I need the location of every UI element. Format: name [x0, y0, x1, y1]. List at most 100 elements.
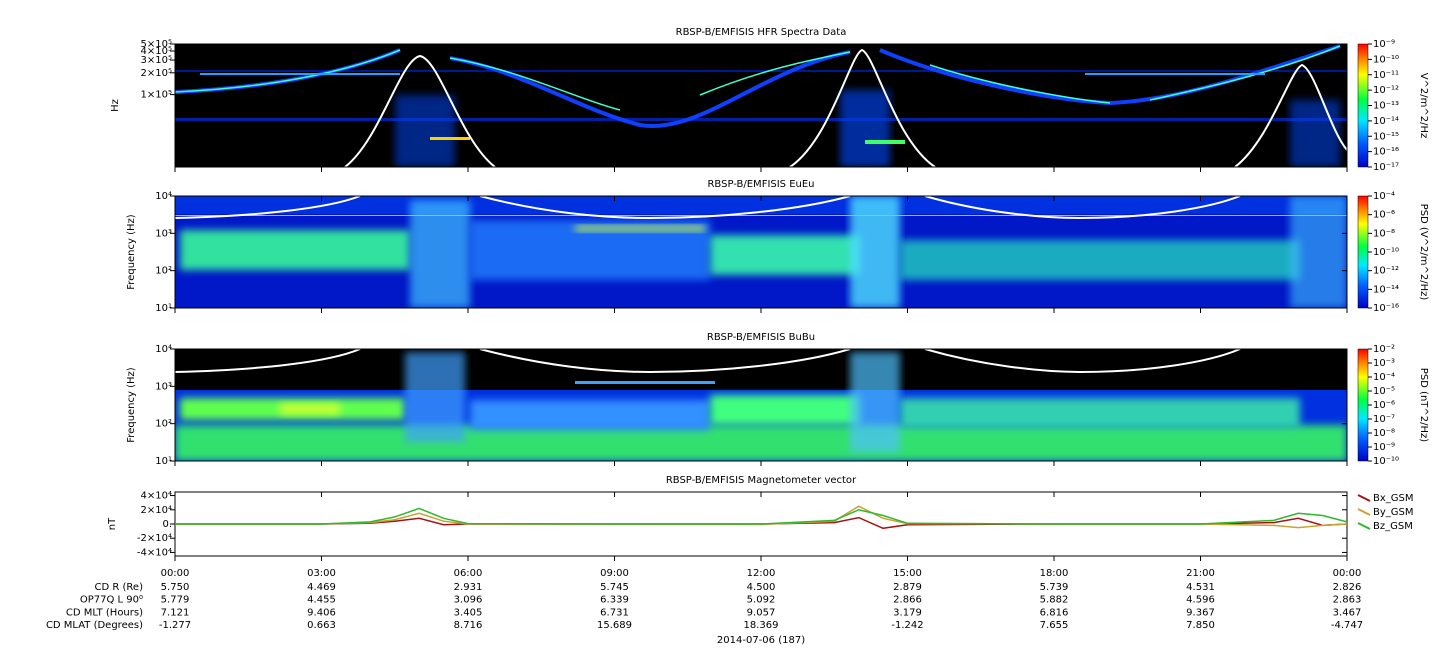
colorbar-tick-label: 10⁻¹⁰: [1373, 54, 1399, 65]
ephemeris-label: OP77Q L 90⁰: [80, 595, 143, 606]
ephemeris-value: 7.121: [161, 607, 190, 618]
y-tick-label: 10¹: [155, 303, 172, 314]
y-tick-label: 10⁴: [155, 344, 172, 355]
ephemeris-value: 0.663: [307, 620, 336, 631]
ephemeris-value: -1.277: [159, 620, 191, 631]
y-axis-label: Frequency (Hz): [126, 367, 137, 443]
y-tick-label: -2×10⁴: [137, 533, 172, 544]
ephemeris-value: 7.655: [1040, 620, 1069, 631]
y-tick-label: 0.: [162, 519, 172, 530]
ephemeris-value: 3.467: [1333, 607, 1362, 618]
data-line: [175, 507, 1348, 525]
y-tick-label: -4×10⁴: [137, 547, 172, 558]
ephemeris-value: 7.850: [1186, 620, 1215, 631]
ephemeris-value: 15.689: [597, 620, 632, 631]
ephemeris-label: CD MLT (Hours): [66, 607, 143, 618]
ephemeris-value: 4.596: [1186, 595, 1215, 606]
legend-swatch: [1357, 508, 1371, 516]
ephemeris-value: 6.339: [600, 595, 629, 606]
ephemeris-value: 4.469: [307, 582, 336, 593]
y-tick-label: 10¹: [155, 456, 172, 467]
colorbar-tick-label: 10⁻²: [1373, 344, 1395, 355]
ephemeris-label: CD MLAT (Degrees): [46, 620, 143, 631]
colorbar: [1357, 195, 1369, 309]
colorbar-tick-label: 10⁻¹²: [1373, 266, 1399, 277]
ephemeris-value: 4.500: [747, 582, 776, 593]
colorbar-label: V^2/m^2/Hz: [1418, 73, 1429, 139]
colorbar-tick-label: 10⁻¹⁷: [1373, 162, 1399, 173]
ephemeris-label: CD R (Re): [95, 582, 144, 593]
y-tick-label: 1×10⁵: [141, 90, 172, 101]
y-tick-label: 4×10⁵: [141, 46, 172, 57]
colorbar: [1357, 348, 1369, 462]
spectrogram-image: [175, 349, 1347, 461]
x-tick-label: 12:00: [747, 568, 776, 579]
ephemeris-value: 2.879: [893, 582, 922, 593]
x-tick-label: 15:00: [893, 568, 922, 579]
ephemeris-value: 9.406: [307, 607, 336, 618]
ephemeris-value: 2.863: [1333, 595, 1362, 606]
ephemeris-value: 9.057: [747, 607, 776, 618]
y-tick-label: 10²: [155, 266, 172, 277]
spectrogram-image: [175, 196, 1347, 308]
ephemeris-value: 3.096: [454, 595, 483, 606]
colorbar-tick-label: 10⁻⁸: [1373, 228, 1395, 239]
panel-title: RBSP-B/EMFISIS HFR Spectra Data: [676, 27, 847, 38]
data-line: [175, 516, 1348, 530]
y-tick-label: 2×10⁴: [141, 505, 172, 516]
colorbar-tick-label: 10⁻⁶: [1373, 400, 1395, 411]
ephemeris-value: 5.882: [1040, 595, 1069, 606]
colorbar-tick-label: 10⁻¹⁴: [1373, 284, 1399, 295]
y-tick-label: 10³: [155, 228, 172, 239]
colorbar-label: PSD (V^2/m^2/Hz): [1418, 204, 1429, 301]
legend-label: By_GSM: [1373, 507, 1414, 518]
colorbar-tick-label: 10⁻¹⁶: [1373, 303, 1399, 314]
x-tick-label: 03:00: [307, 568, 336, 579]
x-tick-label: 00:00: [1333, 568, 1362, 579]
ephemeris-value: 6.731: [600, 607, 629, 618]
colorbar-tick-label: 10⁻⁷: [1373, 414, 1395, 425]
panel-title: RBSP-B/EMFISIS Magnetometer vector: [666, 475, 857, 486]
colorbar-tick-label: 10⁻¹⁶: [1373, 147, 1399, 158]
ephemeris-value: 2.826: [1333, 582, 1362, 593]
x-tick-label: 00:00: [161, 568, 190, 579]
ephemeris-value: 3.405: [454, 607, 483, 618]
x-tick-label: 09:00: [600, 568, 629, 579]
x-tick-label: 06:00: [454, 568, 483, 579]
data-line: [175, 505, 1348, 529]
colorbar-tick-label: 10⁻⁴: [1373, 191, 1395, 202]
colorbar-tick-label: 10⁻³: [1373, 358, 1395, 369]
y-axis-label: Hz: [110, 99, 121, 112]
ephemeris-value: -1.242: [891, 620, 923, 631]
y-tick-label: 3×10⁵: [141, 55, 172, 66]
ephemeris-value: 5.745: [600, 582, 629, 593]
ephemeris-value: 6.816: [1040, 607, 1069, 618]
colorbar-tick-label: 10⁻⁴: [1373, 372, 1395, 383]
y-tick-label: 4×10⁴: [141, 491, 172, 502]
date-label: 2014-07-06 (187): [717, 635, 805, 646]
x-tick-label: 21:00: [1186, 568, 1215, 579]
x-tick-label: 18:00: [1040, 568, 1069, 579]
y-tick-label: 10⁴: [155, 191, 172, 202]
ephemeris-value: 5.739: [1040, 582, 1069, 593]
colorbar-tick-label: 10⁻¹⁴: [1373, 116, 1399, 127]
legend-swatch: [1357, 522, 1371, 530]
ephemeris-value: 2.866: [893, 595, 922, 606]
ephemeris-value: 4.531: [1186, 582, 1215, 593]
panel-title: RBSP-B/EMFISIS BuBu: [707, 332, 815, 343]
colorbar-tick-label: 10⁻¹²: [1373, 85, 1399, 96]
ephemeris-value: 8.716: [454, 620, 483, 631]
colorbar-tick-label: 10⁻⁸: [1373, 428, 1395, 439]
ephemeris-value: 4.455: [307, 595, 336, 606]
colorbar-tick-label: 10⁻¹⁵: [1373, 131, 1399, 142]
colorbar-tick-label: 10⁻¹⁰: [1373, 247, 1399, 258]
colorbar-tick-label: 10⁻⁶: [1373, 210, 1395, 221]
y-axis-label: nT: [107, 517, 118, 530]
ephemeris-value: 5.092: [747, 595, 776, 606]
colorbar: [1357, 43, 1369, 168]
ephemeris-value: 2.931: [454, 582, 483, 593]
y-tick-label: 10²: [155, 419, 172, 430]
colorbar-tick-label: 10⁻¹⁰: [1373, 456, 1399, 467]
